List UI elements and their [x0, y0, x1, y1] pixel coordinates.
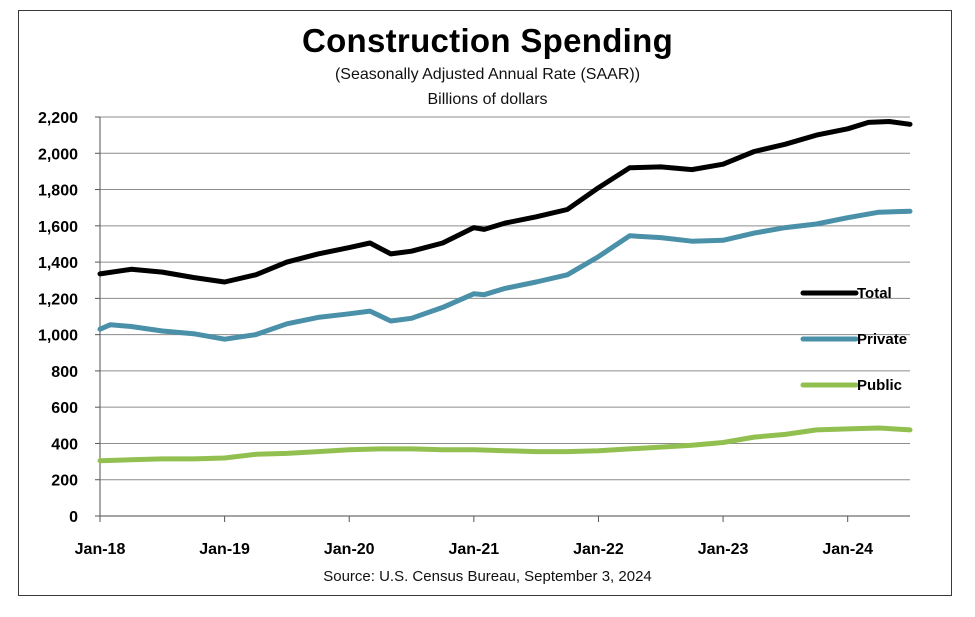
series-lines: [97, 119, 913, 464]
x-tick-label: Jan-19: [199, 541, 250, 558]
series-line-public: [97, 425, 913, 464]
chart-subtitle: (Seasonally Adjusted Annual Rate (SAAR)): [334, 66, 641, 83]
series-line-total: [97, 119, 913, 285]
axes: [99, 117, 910, 517]
gridlines: [100, 116, 910, 481]
x-tick-label: Jan-20: [324, 541, 375, 558]
x-tick-label: Jan-21: [448, 541, 499, 558]
y-tick-label: 1,000: [38, 328, 78, 345]
y-tick-label: 200: [51, 473, 78, 490]
y-tick-label: 400: [51, 436, 78, 453]
x-tick-label: Jan-22: [573, 541, 624, 558]
series-line-private: [97, 208, 913, 342]
legend-label-public: Public: [857, 377, 902, 394]
chart-frame: [18, 10, 952, 596]
x-tick-label: Jan-18: [75, 541, 126, 558]
legend-label-private: Private: [857, 331, 907, 348]
legend-label-total: Total: [857, 285, 892, 302]
legend: Total Private Public: [800, 285, 907, 394]
y-tick-label: 1,800: [38, 183, 78, 200]
y-tick-label: 0: [69, 509, 78, 526]
x-axis-ticks: Jan-18 Jan-19 Jan-20 Jan-21 Jan-22 Jan-23 Jan-…: [75, 516, 873, 558]
y-tick-label: 2,200: [38, 110, 78, 127]
chart-title: Construction Spending: [301, 22, 674, 59]
y-axis-ticks: 0 200 400 600 800 1,000 1,200 1,400 1,600 1,800 2,…: [38, 110, 100, 526]
y-tick-label: 1,200: [38, 291, 78, 308]
y-tick-label: 1,600: [38, 219, 78, 236]
y-tick-label: 600: [51, 400, 78, 417]
source-note: Source: U.S. Census Bureau, September 3,…: [323, 568, 652, 585]
y-tick-label: 2,000: [38, 146, 78, 163]
y-axis-label: Billions of dollars: [427, 91, 548, 108]
y-tick-label: 800: [51, 364, 78, 381]
x-tick-label: Jan-24: [822, 541, 873, 558]
x-tick-label: Jan-23: [698, 541, 749, 558]
y-tick-label: 1,400: [38, 255, 78, 272]
